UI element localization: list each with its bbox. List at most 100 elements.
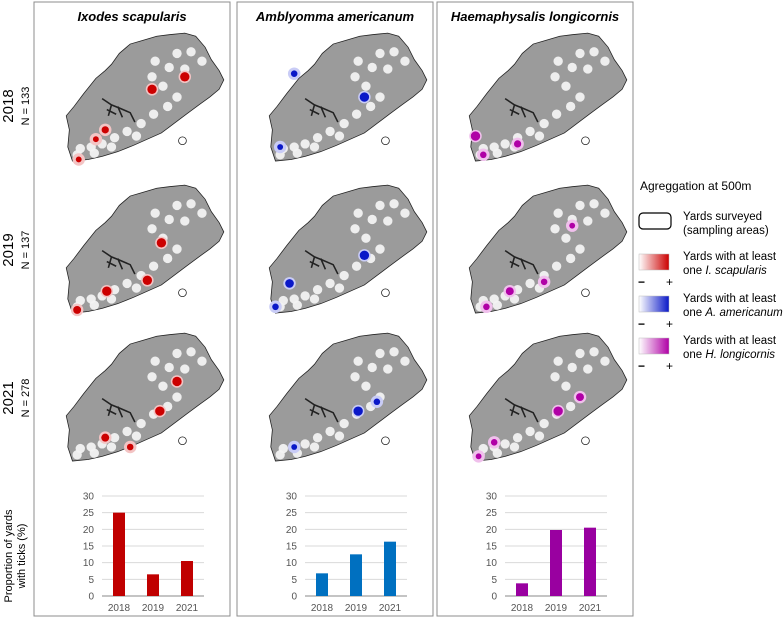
- tick-hotspot: [576, 393, 584, 402]
- yard-dot: [197, 356, 207, 366]
- sample-size-label: N = 133: [20, 87, 32, 126]
- tick-hotspot: [101, 433, 110, 442]
- row-label-2021: 2021 N = 278: [0, 379, 32, 418]
- yard-dot: [339, 118, 349, 129]
- yard-dot: [158, 81, 168, 91]
- yard-dot: [334, 431, 345, 441]
- yard-dot: [375, 200, 385, 211]
- yard-dot: [589, 47, 599, 57]
- yard-dot: [312, 284, 323, 295]
- yard-dot: [400, 208, 410, 218]
- y-axis-label: Proportion of yardswith ticks (%): [3, 509, 28, 602]
- bar-2018: [516, 583, 528, 596]
- yard-dot: [164, 214, 174, 225]
- yard-dot: [300, 139, 310, 149]
- legend-title: Agreggation at 500m: [640, 179, 751, 193]
- tick-hotspot: [147, 84, 157, 94]
- tick-hotspot: [569, 222, 576, 229]
- yard-dot: [534, 431, 545, 441]
- yard-dot: [150, 208, 160, 218]
- map-1-2: [65, 184, 225, 317]
- yard-dot: [172, 92, 182, 102]
- yard-dot: [309, 294, 320, 304]
- yard-dot: [148, 109, 159, 119]
- yard-dot: [89, 300, 99, 310]
- yard-dot: [106, 142, 117, 152]
- legend-item-label: Yards with at least one I. scapularis: [683, 251, 777, 277]
- bar-2018: [316, 573, 328, 596]
- yard-dot: [339, 418, 349, 429]
- species-title: Ixodes scapularis: [77, 9, 186, 24]
- tick-hotspot: [272, 303, 279, 311]
- island-shape: [65, 32, 225, 162]
- yard-dot: [565, 401, 576, 412]
- yard-dot: [561, 233, 571, 243]
- yard-dot: [383, 364, 393, 374]
- yard-dot: [350, 72, 360, 82]
- yard-dot: [367, 62, 377, 73]
- y-tick-label: 15: [83, 542, 95, 553]
- tick-hotspot: [285, 279, 294, 288]
- yard-dot: [162, 253, 173, 264]
- yard-dot: [551, 109, 562, 119]
- yard-dot: [583, 216, 593, 226]
- yard-dot: [172, 48, 182, 59]
- x-tick-label: 2021: [176, 603, 199, 614]
- y-tick-label: 30: [486, 492, 498, 503]
- yard-dot: [575, 92, 585, 102]
- tick-hotspot: [142, 275, 153, 285]
- bar-2021: [384, 541, 396, 596]
- tick-hotspot: [156, 238, 167, 248]
- y-tick-label: 30: [286, 492, 298, 503]
- yard-dot: [309, 442, 320, 452]
- yard-dot: [575, 48, 585, 59]
- y-tick-label: 10: [286, 558, 298, 569]
- legend-minus: −: [638, 275, 645, 289]
- yard-dot: [567, 62, 577, 73]
- y-tick-label: 5: [491, 575, 497, 586]
- x-tick-label: 2021: [579, 603, 602, 614]
- yard-dot: [147, 72, 157, 82]
- bar-2018: [113, 512, 125, 596]
- bar-chart-1: 0 5 10 15 20 25 30 2018 2019 2021 Proportion of ya…: [3, 492, 204, 614]
- yard-dot: [186, 347, 196, 357]
- y-tick-label: 5: [291, 575, 297, 586]
- yard-dot: [589, 347, 599, 357]
- map-3-1: [468, 32, 628, 162]
- map-3-3: [468, 332, 628, 463]
- tick-hotspot: [353, 406, 363, 416]
- panel-1: Ixodes scapularis 0 5 10 15 20 25 30 2018 2019 202…: [3, 1, 231, 617]
- yard-dot: [365, 101, 376, 112]
- yard-dot: [583, 64, 593, 74]
- yard-dot: [351, 109, 362, 119]
- legend-minus: −: [638, 317, 645, 331]
- yard-dot: [334, 131, 345, 141]
- yard-dot: [575, 244, 585, 254]
- y-tick-label: 25: [486, 508, 498, 519]
- map-1-3: [65, 332, 225, 462]
- panel-frame: [436, 1, 634, 617]
- island-shape: [65, 184, 225, 314]
- legend-item-3: − + Yards with at least one H. longicornis: [638, 335, 777, 373]
- yard-dot: [512, 432, 523, 443]
- x-tick-label: 2018: [511, 603, 534, 614]
- yard-dot: [109, 132, 120, 143]
- yard-dot: [375, 348, 385, 359]
- tick-hotspot: [513, 140, 522, 148]
- x-tick-label: 2021: [379, 603, 402, 614]
- yard-dot: [367, 362, 377, 373]
- tick-hotspot: [73, 305, 82, 314]
- yard-dot: [197, 208, 207, 218]
- yard-dot: [375, 48, 385, 59]
- sample-size-label: N = 137: [20, 231, 32, 270]
- yard-dot: [567, 362, 577, 373]
- yard-dot: [300, 439, 310, 449]
- island-shape: [268, 32, 428, 162]
- yard-dot: [565, 101, 576, 112]
- legend-gradient-swatch: [638, 337, 670, 355]
- yard-dot: [389, 347, 399, 357]
- tick-hotspot: [92, 136, 99, 143]
- yard-dot: [383, 216, 393, 226]
- yard-dot: [525, 126, 535, 137]
- y-tick-label: 25: [83, 508, 95, 519]
